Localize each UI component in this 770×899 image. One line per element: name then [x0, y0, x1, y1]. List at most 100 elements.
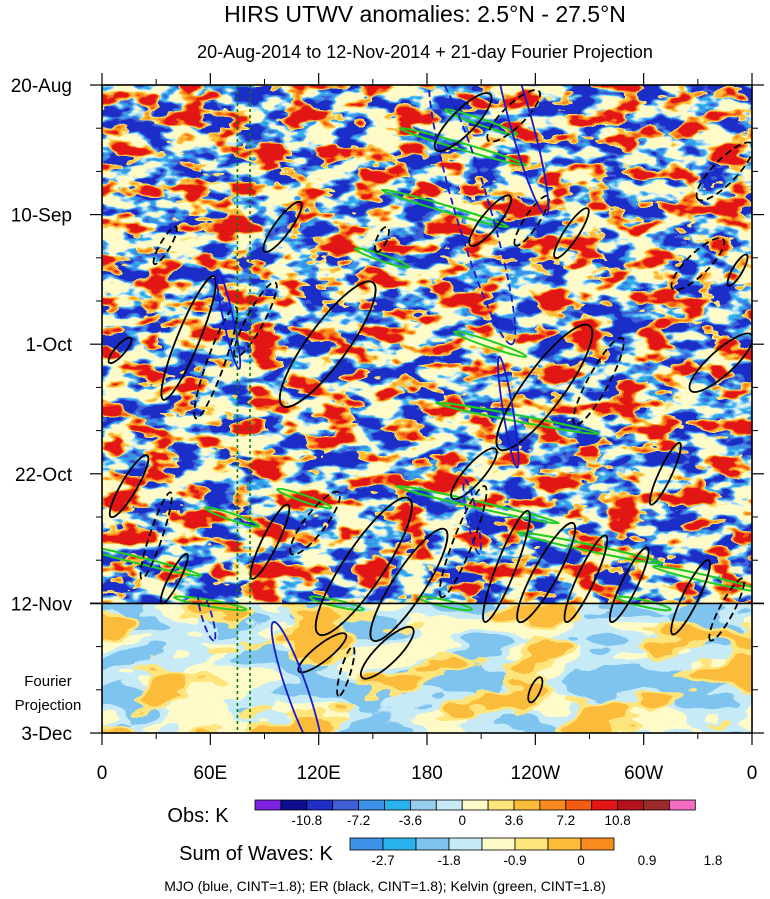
reference-lines: [236, 85, 251, 733]
colorbar-box: [382, 837, 417, 851]
er-contour: [314, 496, 413, 637]
chart-title: HIRS UTWV anomalies: 2.5°N - 27.5°N: [224, 1, 626, 27]
colorbar-tick-label: 0: [577, 853, 585, 868]
colorbar-tick-label: -3.6: [399, 813, 422, 828]
er-contour: [563, 534, 609, 623]
projection-label: Projection: [15, 697, 82, 714]
y-tick-label: 10-Sep: [11, 206, 72, 227]
er-contour: [695, 141, 752, 202]
colorbar-tick-label: 7.2: [556, 813, 575, 828]
y-tick-label: 12-Nov: [11, 594, 73, 615]
er-contour: [726, 253, 749, 287]
er-contour: [572, 336, 625, 426]
y-tick-label: 20-Aug: [11, 76, 72, 97]
er-contour: [297, 632, 348, 674]
er-contour: [495, 323, 594, 452]
er-contour: [670, 559, 711, 636]
colorbar-box: [547, 837, 582, 851]
colorbar-box: [384, 799, 411, 811]
colorbar-box: [349, 837, 384, 851]
obs-colorbar: Obs: K -10.8 -7.2 -3.6 0 3.6 7.2 10.8: [167, 799, 696, 828]
er-contour: [468, 194, 513, 247]
mjo-contour: [197, 590, 217, 642]
field-layer: [102, 85, 752, 603]
colorbar-box: [409, 799, 437, 811]
y-tick-label: 3-Dec: [21, 724, 72, 745]
er-contour: [450, 447, 498, 501]
er-contour: [369, 527, 449, 642]
colorbar-tick-label: -2.7: [371, 853, 394, 868]
x-tick-label: 60E: [193, 763, 227, 784]
colorbar-box: [643, 799, 670, 811]
colorbar-tick-label: 0.9: [638, 853, 657, 868]
colorbar-box: [415, 837, 450, 851]
er-contour: [373, 225, 390, 253]
kelvin-contour: [615, 595, 672, 612]
colorbar-box: [435, 799, 463, 811]
er-contour: [193, 306, 239, 420]
er-contour: [608, 546, 650, 623]
er-contour: [289, 490, 341, 556]
colorbar-box: [461, 799, 489, 811]
kelvin-contour: [380, 188, 510, 229]
kelvin-contour: [453, 330, 528, 358]
colorbar-box: [481, 837, 516, 851]
er-contour: [359, 625, 415, 680]
kelvin-contour: [276, 487, 333, 510]
x-tick-label: 0: [97, 763, 108, 784]
wave-contours: [102, 85, 752, 733]
waves-colorbar-label: Sum of Waves: K: [179, 843, 333, 865]
er-contour: [708, 577, 746, 642]
colorbar-tick-label: -1.8: [437, 853, 460, 868]
colorbar-box: [580, 837, 615, 851]
mjo-contour: [462, 479, 482, 555]
chart-subtitle: 20-Aug-2014 to 12-Nov-2014 + 21-day Four…: [197, 42, 653, 62]
colorbar-box: [448, 837, 483, 851]
colorbar-box: [332, 799, 360, 811]
kelvin-contour: [102, 543, 203, 577]
mjo-contour: [497, 355, 520, 469]
colorbar-tick-label: -7.2: [347, 813, 370, 828]
obs-anomaly-field: [102, 85, 752, 603]
er-contour: [513, 194, 550, 247]
projection-label: Fourier: [24, 673, 72, 690]
colorbar-tick-label: 10.8: [604, 813, 630, 828]
colorbar-box: [280, 799, 308, 811]
er-contour: [108, 454, 150, 519]
er-contour: [482, 509, 531, 623]
mjo-contour: [492, 85, 550, 216]
colorbar-box: [617, 799, 644, 811]
legend-note: MJO (blue, CINT=1.8); ER (black, CINT=1.…: [164, 878, 606, 894]
mjo-contour: [428, 85, 517, 346]
er-contour: [527, 676, 544, 704]
er-contour: [516, 521, 577, 624]
x-tick-label: 120E: [296, 763, 340, 784]
er-contour: [553, 207, 590, 260]
kelvin-contour: [395, 484, 560, 525]
y-axis: 20-Aug 10-Sep 1-Oct 22-Oct 12-Nov 3-Dec: [11, 76, 764, 745]
colorbar-box: [487, 799, 515, 811]
y-tick-label: 22-Oct: [15, 465, 73, 486]
colorbar-box: [591, 799, 619, 811]
kelvin-contour: [416, 595, 474, 612]
colorbar-box: [539, 799, 567, 811]
er-contour: [233, 281, 278, 358]
x-tick-label: 120W: [511, 763, 561, 784]
x-axis: 0 60E 120E 180 120W 60W 0: [97, 73, 757, 784]
colorbar-tick-label: -10.8: [291, 813, 322, 828]
kelvin-contour: [516, 531, 663, 565]
obs-colorbar-label: Obs: K: [167, 805, 229, 827]
er-contour: [160, 275, 217, 401]
waves-colorbar: Sum of Waves: K -2.7-1.8-0.900.91.82.7: [179, 837, 770, 868]
projection-anomaly-field: [102, 604, 752, 733]
x-tick-label: 180: [411, 763, 443, 784]
er-contour: [670, 237, 726, 291]
colorbar-box: [254, 799, 282, 811]
kelvin-contour: [308, 595, 365, 612]
colorbar-tick-label: 1.8: [704, 853, 723, 868]
er-contour: [107, 336, 133, 365]
er-contour: [336, 645, 356, 697]
er-contour: [249, 503, 291, 580]
er-contour: [438, 485, 488, 599]
